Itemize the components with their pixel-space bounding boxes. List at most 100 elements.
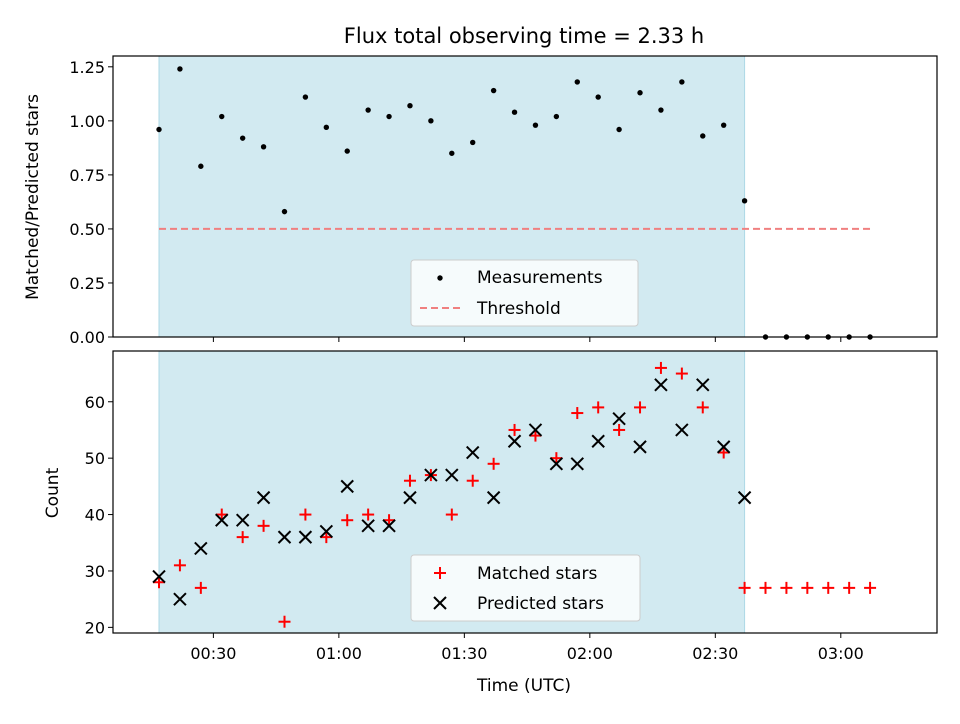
data-point — [198, 163, 204, 169]
data-point — [801, 581, 814, 594]
data-point — [679, 79, 685, 85]
y-tick-label: 0.00 — [69, 328, 105, 347]
data-point — [486, 490, 501, 505]
data-point — [194, 581, 207, 594]
top-legend-box — [410, 259, 639, 327]
data-point — [696, 378, 710, 392]
data-point — [738, 581, 751, 594]
data-point — [675, 423, 689, 437]
data-point — [277, 530, 292, 544]
data-point — [449, 150, 455, 156]
data-point — [633, 440, 647, 454]
axes-frame — [112, 55, 938, 338]
data-point — [591, 434, 605, 448]
chart-title: Flux total observing time = 2.33 h — [344, 24, 704, 48]
data-point — [654, 378, 668, 392]
x-tick-label: 02:00 — [567, 644, 613, 663]
data-point — [616, 126, 622, 133]
data-point — [260, 144, 267, 150]
data-point — [445, 508, 458, 521]
data-point — [298, 530, 313, 544]
data-point — [344, 148, 350, 154]
y-tick-label: 60 — [85, 393, 105, 412]
data-point — [822, 581, 835, 594]
data-point — [340, 479, 354, 494]
data-point — [281, 208, 288, 215]
data-point — [843, 581, 856, 594]
data-point — [511, 109, 518, 115]
data-point — [407, 103, 413, 109]
data-point — [571, 407, 584, 420]
y-tick-label: 1.25 — [69, 58, 105, 77]
y-tick-label: 30 — [85, 562, 105, 581]
data-point — [299, 508, 312, 521]
x-tick-label: 00:30 — [190, 644, 236, 663]
data-point — [403, 474, 416, 487]
data-point — [341, 514, 354, 527]
bottom-panel: Count Time (UTC) 20 30 40 50 60 00:30 01:00 01:… — [43, 350, 938, 696]
data-point — [700, 133, 706, 139]
x-tick-label: 01:30 — [441, 644, 487, 663]
data-point — [613, 423, 626, 436]
data-point — [675, 367, 688, 380]
data-point — [173, 559, 186, 572]
data-point — [864, 581, 877, 594]
data-point — [466, 474, 479, 487]
data-point — [720, 122, 727, 128]
y-tick-label: 40 — [85, 506, 105, 525]
data-point — [424, 468, 438, 482]
y-tick-label: 20 — [85, 618, 105, 637]
data-point — [717, 446, 730, 459]
data-point — [637, 90, 643, 96]
data-point — [612, 411, 626, 426]
data-point — [470, 139, 476, 146]
data-point — [508, 423, 521, 436]
data-point — [634, 401, 647, 414]
legend-matched-marker — [434, 567, 446, 579]
data-point — [382, 519, 396, 533]
data-point — [595, 94, 601, 100]
bottom-ylabel: Count — [43, 467, 63, 518]
legend-predicted-label: Predicted stars — [477, 594, 604, 614]
y-tick-label: 0.75 — [69, 166, 105, 185]
data-point — [529, 429, 542, 442]
x-tick-label: 02:30 — [692, 644, 738, 663]
data-point — [574, 79, 580, 85]
data-point — [365, 107, 371, 113]
data-point — [716, 440, 731, 454]
data-point — [173, 592, 187, 606]
data-point — [153, 576, 166, 589]
data-point — [654, 361, 667, 374]
legend-predicted-marker — [433, 596, 447, 610]
data-point — [235, 513, 250, 527]
data-point — [428, 118, 434, 124]
y-tick-label: 0.50 — [69, 220, 105, 239]
data-point — [383, 514, 396, 527]
data-point — [319, 524, 334, 539]
data-point — [445, 468, 459, 482]
data-point — [323, 124, 330, 131]
legend-matched-label: Matched stars — [477, 564, 597, 584]
data-point — [215, 513, 229, 527]
data-point — [320, 531, 333, 544]
data-point — [361, 519, 375, 533]
data-point — [386, 113, 392, 120]
data-point — [490, 87, 497, 94]
data-point — [658, 107, 664, 113]
top-legend: Measurements Threshold — [410, 259, 639, 327]
top-ylabel: Matched/Predicted stars — [23, 94, 43, 300]
data-point — [528, 423, 543, 437]
x-tick-label: 01:00 — [316, 644, 362, 663]
data-point — [194, 541, 208, 556]
data-point — [741, 198, 748, 204]
legend-threshold-label: Threshold — [476, 299, 561, 319]
data-point — [177, 66, 183, 72]
data-point — [403, 490, 417, 505]
bottom-legend-box — [410, 554, 641, 622]
data-point — [239, 135, 246, 141]
data-point — [236, 531, 249, 544]
data-point — [256, 490, 271, 505]
axes-frame — [112, 350, 938, 634]
x-tick-label: 03:00 — [818, 644, 864, 663]
